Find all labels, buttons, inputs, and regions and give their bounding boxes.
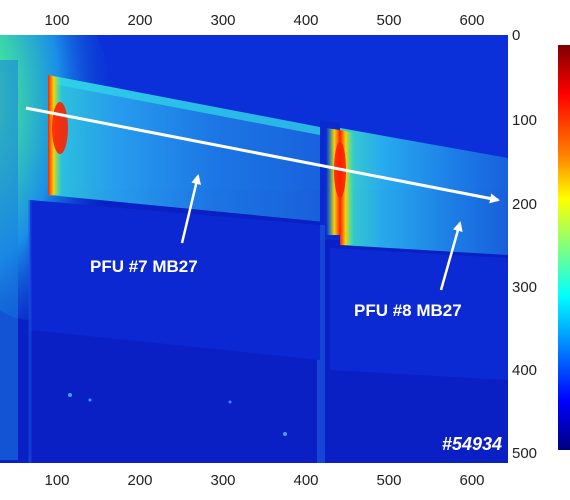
x-tick-bottom-200: 200 [127, 472, 152, 489]
pfu7-tile [48, 75, 325, 222]
x-tick-top-200: 200 [127, 12, 152, 29]
pfu8-label: PFU #8 MB27 [354, 301, 462, 320]
profile-line-arrow [25, 106, 500, 204]
colorbar [558, 45, 570, 450]
y-tick-500: 500 [512, 445, 537, 462]
pfu8-tile [340, 128, 508, 255]
shot-number-label: #54934 [442, 434, 502, 454]
x-tick-bottom-500: 500 [376, 472, 401, 489]
pfu8-pointer-arrow [439, 221, 463, 291]
x-tick-bottom-600: 600 [459, 472, 484, 489]
y-tick-100: 100 [512, 112, 537, 129]
thermal-image [0, 35, 508, 463]
x-tick-top-400: 400 [293, 12, 318, 29]
x-axis-bottom: 100 200 300 400 500 600 [44, 472, 484, 489]
y-tick-300: 300 [512, 279, 537, 296]
y-tick-400: 400 [512, 362, 537, 379]
x-tick-bottom-400: 400 [293, 472, 318, 489]
y-axis-right: 0 100 200 300 400 500 [512, 27, 537, 462]
y-tick-200: 200 [512, 196, 537, 213]
x-tick-top-600: 600 [459, 12, 484, 29]
x-tick-top-500: 500 [376, 12, 401, 29]
pfu7-label: PFU #7 MB27 [90, 257, 198, 276]
y-tick-0: 0 [512, 27, 520, 44]
pfu7-pointer-arrow [180, 174, 202, 244]
x-axis-top: 100 200 300 400 500 600 [44, 12, 484, 29]
x-tick-top-100: 100 [44, 12, 69, 29]
x-tick-top-300: 300 [210, 12, 235, 29]
x-tick-bottom-300: 300 [210, 472, 235, 489]
x-tick-bottom-100: 100 [44, 472, 69, 489]
